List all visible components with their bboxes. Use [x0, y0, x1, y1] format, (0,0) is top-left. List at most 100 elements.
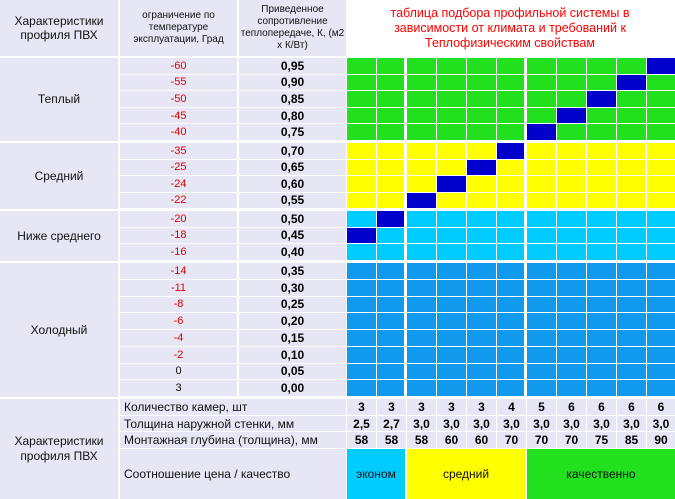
property-value-text: 6 — [568, 400, 575, 414]
grid-cell — [497, 313, 527, 330]
resistance-value: 0,10 — [280, 347, 305, 362]
property-value-text: 3 — [418, 400, 425, 414]
grid-cell — [617, 91, 647, 108]
grid-cell — [647, 124, 675, 141]
resistance-cell: 0,35 — [239, 263, 346, 280]
grid-cell — [377, 346, 407, 364]
grid-cell — [437, 124, 467, 141]
grid-cell — [617, 279, 647, 297]
property-value-text: 60 — [474, 433, 489, 447]
grid-cell — [437, 176, 467, 193]
temperature-cell: -25 — [120, 159, 237, 176]
grid-cell — [377, 227, 407, 245]
resistance-value: 0,35 — [280, 263, 305, 278]
grid-cell — [557, 211, 587, 228]
temperature-cell: -50 — [120, 91, 237, 108]
grid-cell — [587, 244, 617, 261]
resistance-cell: 0,85 — [239, 91, 346, 108]
resistance-cell: 0,30 — [239, 279, 346, 297]
resistance-value: 0,55 — [280, 193, 305, 208]
grid-cell — [407, 211, 437, 228]
grid-cell — [407, 313, 437, 330]
property-value-text: 3,0 — [593, 416, 610, 431]
grid-cell — [437, 58, 467, 75]
grid-cell — [377, 124, 407, 141]
grid-cell — [527, 227, 557, 245]
grid-cell — [617, 159, 647, 176]
grid-cell — [527, 58, 557, 75]
temperature-value: -20 — [170, 212, 187, 225]
grid-cell — [437, 227, 467, 245]
temperature-cell: -16 — [120, 244, 237, 261]
grid-cell — [557, 91, 587, 108]
grid-cell — [557, 227, 587, 245]
grid-cell — [407, 346, 437, 364]
grid-cell — [587, 192, 617, 209]
temperature-value: 3 — [175, 382, 182, 395]
property-name: Монтажная глубина (толщина), мм — [120, 432, 346, 448]
grid-cell — [467, 363, 497, 381]
resistance-value: 0,75 — [280, 125, 305, 140]
property-value: 4 — [497, 399, 526, 415]
grid-cell — [407, 227, 437, 245]
grid-cell — [377, 363, 407, 381]
grid-cell — [467, 176, 497, 193]
grid-cell — [347, 263, 377, 280]
grid-cell — [527, 74, 557, 92]
property-value-text: 58 — [414, 433, 429, 447]
grid-cell — [407, 124, 437, 141]
grid-cell — [377, 159, 407, 176]
grid-cell — [527, 346, 557, 364]
resistance-cell: 0,75 — [239, 124, 346, 141]
grid-cell — [647, 313, 675, 330]
grid-cell — [437, 91, 467, 108]
resistance-cell: 0,10 — [239, 346, 346, 364]
grid-cell — [377, 176, 407, 193]
grid-cell — [347, 124, 377, 141]
grid-cell — [497, 244, 527, 261]
property-value: 3,0 — [617, 416, 646, 431]
property-value-text: 3,0 — [443, 416, 460, 431]
resistance-value: 0,20 — [280, 314, 305, 329]
grid-cell — [377, 296, 407, 314]
grid-cell — [527, 192, 557, 209]
property-value-text: 3,0 — [563, 416, 580, 431]
resistance-value: 0,70 — [280, 143, 305, 158]
grid-cell — [647, 211, 675, 228]
grid-cell — [587, 107, 617, 125]
grid-cell — [557, 296, 587, 314]
grid-cell — [587, 279, 617, 297]
grid-cell — [587, 346, 617, 364]
property-value: 6 — [587, 399, 616, 415]
grid-cell — [617, 313, 647, 330]
grid-cell — [527, 159, 557, 176]
property-value-text: 90 — [654, 433, 668, 447]
property-value-text: 3,0 — [533, 416, 550, 431]
property-value: 6 — [647, 399, 675, 415]
band-economy: эконом — [347, 449, 405, 499]
property-name-text: Толщина наружной стенки, мм — [124, 416, 295, 431]
grid-cell — [407, 244, 437, 261]
grid-cell — [407, 91, 437, 108]
property-value: 70 — [557, 432, 586, 448]
property-value: 3 — [467, 399, 496, 415]
property-value: 58 — [407, 432, 436, 448]
grid-cell — [497, 107, 527, 125]
band-economy-label: эконом — [356, 467, 396, 481]
grid-cell — [347, 58, 377, 75]
temperature-cell: -22 — [120, 192, 237, 209]
grid-cell — [617, 176, 647, 193]
grid-cell — [497, 380, 527, 397]
grid-cell — [617, 296, 647, 314]
grid-cell — [377, 279, 407, 297]
property-value-text: 3,0 — [413, 416, 430, 431]
grid-cell — [347, 330, 377, 347]
temperature-value: -11 — [170, 281, 187, 294]
resistance-value: 0,90 — [280, 75, 305, 90]
grid-cell — [437, 380, 467, 397]
property-value: 3 — [377, 399, 406, 415]
property-value-text: 2,7 — [383, 416, 400, 431]
grid-cell — [377, 143, 407, 160]
grid-cell — [407, 296, 437, 314]
grid-cell — [377, 211, 407, 228]
